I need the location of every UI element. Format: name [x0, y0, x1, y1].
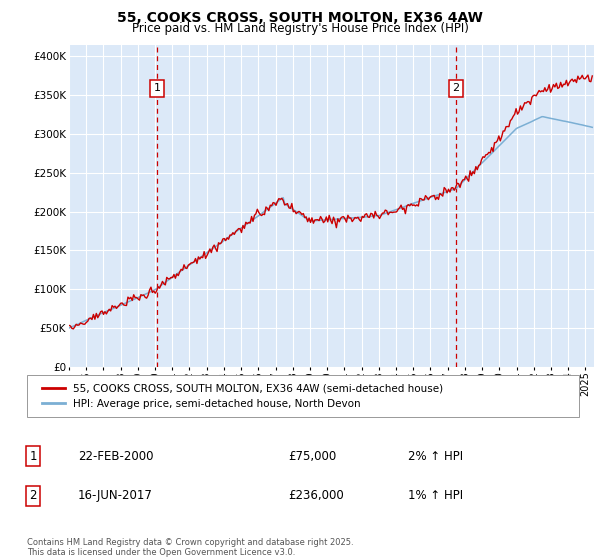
- Text: £75,000: £75,000: [288, 450, 336, 463]
- Text: Price paid vs. HM Land Registry's House Price Index (HPI): Price paid vs. HM Land Registry's House …: [131, 22, 469, 35]
- Text: 1% ↑ HPI: 1% ↑ HPI: [408, 489, 463, 502]
- Text: 55, COOKS CROSS, SOUTH MOLTON, EX36 4AW: 55, COOKS CROSS, SOUTH MOLTON, EX36 4AW: [117, 11, 483, 25]
- Text: £236,000: £236,000: [288, 489, 344, 502]
- FancyBboxPatch shape: [27, 375, 579, 417]
- Text: 1: 1: [29, 450, 37, 463]
- Text: 16-JUN-2017: 16-JUN-2017: [78, 489, 153, 502]
- Legend: 55, COOKS CROSS, SOUTH MOLTON, EX36 4AW (semi-detached house), HPI: Average pric: 55, COOKS CROSS, SOUTH MOLTON, EX36 4AW …: [38, 380, 448, 413]
- Text: 1: 1: [154, 83, 161, 94]
- Text: Contains HM Land Registry data © Crown copyright and database right 2025.
This d: Contains HM Land Registry data © Crown c…: [27, 538, 353, 557]
- Text: 22-FEB-2000: 22-FEB-2000: [78, 450, 154, 463]
- Text: 2: 2: [29, 489, 37, 502]
- Text: 2: 2: [452, 83, 459, 94]
- Text: 2% ↑ HPI: 2% ↑ HPI: [408, 450, 463, 463]
